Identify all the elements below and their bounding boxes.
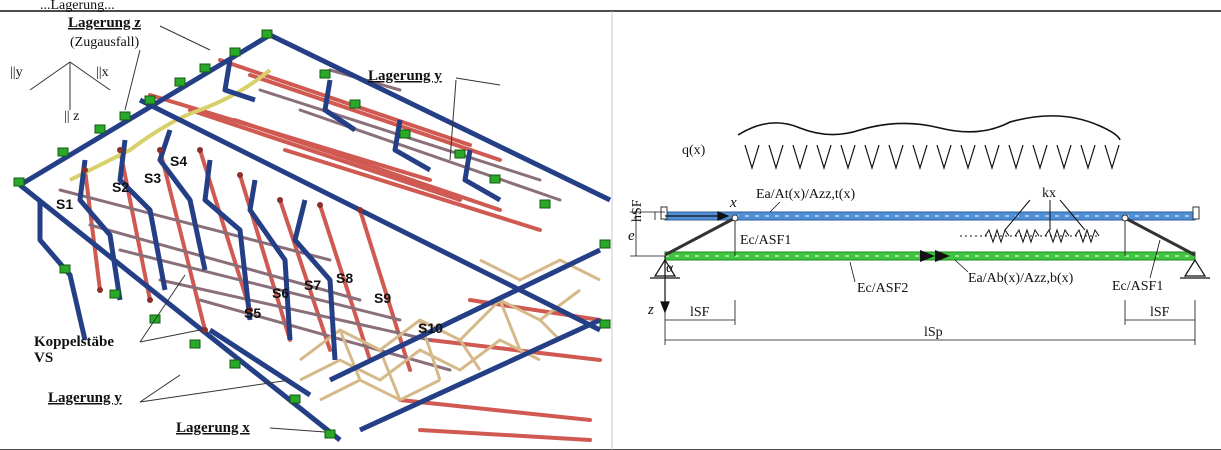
section-label-s8: S8	[336, 270, 353, 286]
truss-structure	[13, 29, 612, 442]
label-axis-z: || z	[64, 109, 79, 124]
label-lagerung-y-bottom: Lagerung y	[48, 390, 122, 406]
label-lsf-right: lSF	[1150, 305, 1170, 320]
net-mesh	[299, 258, 601, 402]
supports	[650, 258, 1210, 279]
label-x-axis: x	[729, 195, 737, 211]
label-axis-y: ||y	[10, 65, 23, 80]
label-lagerung-y-top: Lagerung y	[368, 68, 442, 84]
section-label-s2: S2	[112, 179, 129, 195]
joint-right-top	[1121, 214, 1129, 222]
left-labels: Lagerung z (Zugausfall) ||y ||x || z Lag…	[10, 15, 501, 436]
section-label-s9: S9	[374, 290, 391, 306]
label-ec-asf1-left: Ec/ASF1	[740, 233, 791, 248]
label-ec-asf2: Ec/ASF2	[857, 281, 908, 296]
springs-kx	[960, 199, 1100, 244]
coordinate-axes	[660, 211, 730, 314]
leader-lines	[29, 25, 501, 433]
label-e: e	[628, 228, 635, 244]
load-arrows	[744, 144, 1120, 171]
cables	[69, 68, 272, 182]
diagonal-strut-left	[664, 216, 736, 257]
leader-ec-asf2	[849, 261, 856, 283]
section-label-s5: S5	[244, 305, 261, 321]
label-koppelstaebe: Koppelstäbe	[34, 334, 114, 350]
label-top-chord: Ea/At(x)/Azz,t(x)	[756, 187, 855, 202]
label-z-axis: z	[647, 302, 654, 318]
label-lagerung-x: Lagerung x	[176, 420, 250, 436]
label-alpha: α	[666, 261, 674, 276]
dimension-lines	[630, 211, 1196, 345]
label-load-q: q(x)	[682, 143, 706, 158]
leader-bottom-chord	[954, 259, 969, 273]
support-markers	[13, 29, 611, 439]
main-frame	[18, 32, 612, 442]
section-label-s7: S7	[304, 277, 321, 293]
label-axis-x: ||x	[96, 65, 109, 80]
label-lsf-left: lSF	[690, 305, 710, 320]
bottom-arrow-head	[920, 250, 950, 262]
label-lsp: lSp	[924, 325, 943, 340]
end-cap-left	[660, 206, 668, 220]
label-bottom-chord: Ea/Ab(x)/Azz,b(x)	[968, 271, 1074, 286]
section-label-s3: S3	[144, 170, 161, 186]
load-curve	[737, 115, 1121, 141]
section-label-s6: S6	[272, 285, 289, 301]
header-caption: ...Lagerung...	[40, 0, 115, 13]
label-ec-asf1-right: Ec/ASF1	[1112, 279, 1163, 294]
leader-top-chord	[769, 201, 781, 213]
node-dots	[82, 147, 363, 333]
section-label-s4: S4	[170, 153, 187, 169]
label-hsf: hSF	[630, 199, 645, 222]
label-kx: kx	[1042, 186, 1056, 201]
section-label-s1: S1	[56, 196, 73, 212]
beam-model: q(x) kx	[628, 115, 1210, 345]
diagonal-strut-right	[1124, 216, 1196, 257]
section-label-s10: S10	[418, 320, 443, 336]
end-cap-right	[1192, 206, 1200, 220]
leader-ec-asf1-right	[1149, 239, 1161, 279]
joint-left-top	[731, 214, 739, 222]
label-zugausfall: (Zugausfall)	[70, 35, 140, 50]
label-vs: VS	[34, 350, 53, 366]
label-lagerung-z: Lagerung z	[68, 15, 141, 31]
